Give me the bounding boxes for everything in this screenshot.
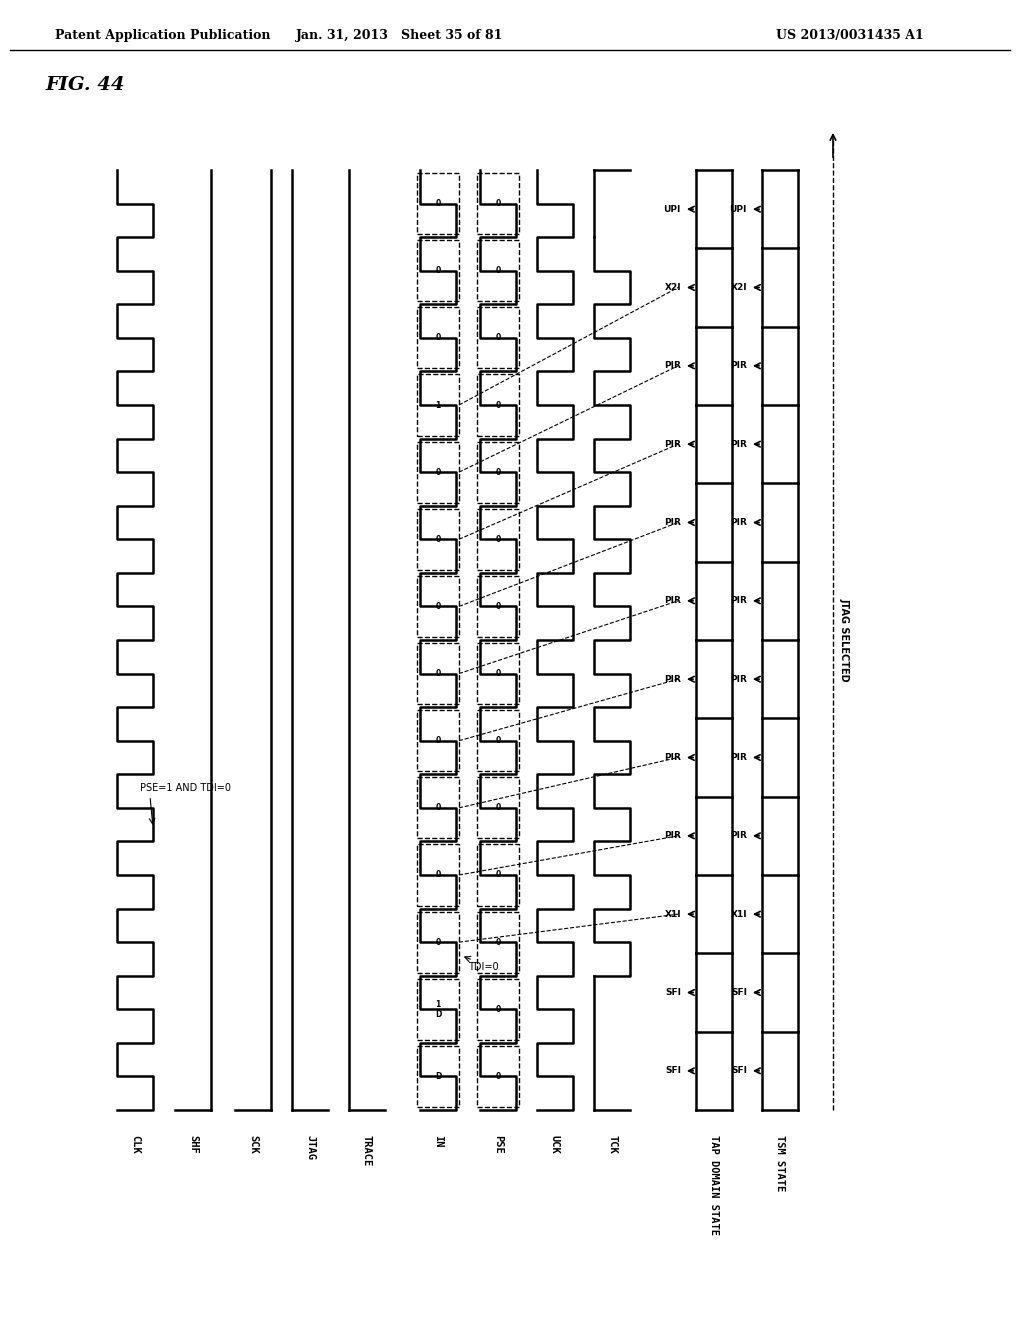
Text: PIR: PIR (730, 362, 746, 371)
Bar (417, 710, 459, 771)
Bar (477, 308, 519, 368)
Text: PIR: PIR (665, 362, 681, 371)
Text: 0: 0 (435, 199, 440, 209)
Bar (417, 1045, 459, 1107)
Bar (417, 912, 459, 973)
Text: IN: IN (433, 1135, 443, 1147)
Text: SHF: SHF (188, 1135, 198, 1154)
Text: 0: 0 (435, 334, 440, 342)
Text: 0: 0 (496, 334, 501, 342)
Text: 0: 0 (496, 602, 501, 611)
Text: TDI=0: TDI=0 (468, 962, 499, 972)
Bar (417, 643, 459, 704)
Text: X1I: X1I (730, 909, 746, 919)
Text: 0: 0 (435, 602, 440, 611)
Text: 0: 0 (435, 937, 440, 946)
Text: 0: 0 (496, 1005, 501, 1014)
Text: X2I: X2I (665, 282, 681, 292)
Text: PIR: PIR (665, 597, 681, 606)
Bar (477, 240, 519, 301)
Bar (477, 1045, 519, 1107)
Bar (477, 375, 519, 436)
Text: PIR: PIR (665, 517, 681, 527)
Bar (477, 978, 519, 1040)
Text: 0: 0 (496, 467, 501, 477)
Text: TCK: TCK (607, 1135, 617, 1154)
Bar (477, 845, 519, 906)
Text: UPI: UPI (664, 205, 681, 214)
Bar (477, 508, 519, 570)
Text: 0: 0 (496, 400, 501, 409)
Bar (417, 508, 459, 570)
Bar (477, 710, 519, 771)
Text: 0: 0 (496, 669, 501, 678)
Bar (477, 912, 519, 973)
Bar (477, 643, 519, 704)
Bar (417, 375, 459, 436)
Text: 0: 0 (496, 737, 501, 746)
Text: 0: 0 (496, 804, 501, 812)
Text: 0: 0 (496, 937, 501, 946)
Text: PIR: PIR (730, 597, 746, 606)
Text: FIG. 44: FIG. 44 (45, 77, 125, 94)
Text: 0: 0 (496, 199, 501, 209)
Bar (417, 576, 459, 638)
Text: 0: 0 (435, 870, 440, 879)
Bar (417, 978, 459, 1040)
Text: UPI: UPI (730, 205, 746, 214)
Text: SFI: SFI (665, 1067, 681, 1076)
Text: PIR: PIR (730, 832, 746, 841)
Text: TSM STATE: TSM STATE (775, 1135, 785, 1191)
Text: PIR: PIR (730, 675, 746, 684)
Text: 0: 0 (435, 804, 440, 812)
Text: PIR: PIR (665, 675, 681, 684)
Text: PIR: PIR (730, 517, 746, 527)
Text: CLK: CLK (130, 1135, 140, 1154)
Text: PSE: PSE (493, 1135, 503, 1154)
Text: US 2013/0031435 A1: US 2013/0031435 A1 (776, 29, 924, 41)
Text: Patent Application Publication: Patent Application Publication (55, 29, 270, 41)
Bar (477, 442, 519, 503)
Text: JTAG SELECTED: JTAG SELECTED (840, 598, 850, 682)
Bar (417, 173, 459, 234)
Bar (417, 845, 459, 906)
Text: 1
D: 1 D (435, 999, 441, 1019)
Bar (477, 777, 519, 838)
Text: PIR: PIR (665, 440, 681, 449)
Bar (417, 777, 459, 838)
Text: UCK: UCK (550, 1135, 560, 1154)
Text: 0: 0 (435, 535, 440, 544)
Text: SFI: SFI (731, 1067, 746, 1076)
Text: 0: 0 (435, 267, 440, 275)
Text: SFI: SFI (731, 987, 746, 997)
Text: Jan. 31, 2013   Sheet 35 of 81: Jan. 31, 2013 Sheet 35 of 81 (296, 29, 504, 41)
Bar (477, 576, 519, 638)
Bar (417, 240, 459, 301)
Text: 0: 0 (496, 267, 501, 275)
Text: 0: 0 (435, 737, 440, 746)
Text: 0: 0 (435, 467, 440, 477)
Text: PSE=1 AND TDI=0: PSE=1 AND TDI=0 (140, 783, 231, 793)
Text: X2I: X2I (730, 282, 746, 292)
Text: 0: 0 (496, 1072, 501, 1081)
Bar (417, 308, 459, 368)
Text: JTAG: JTAG (305, 1135, 315, 1160)
Text: TAP DOMAIN STATE: TAP DOMAIN STATE (709, 1135, 719, 1236)
Text: D: D (435, 1072, 441, 1081)
Text: SCK: SCK (248, 1135, 258, 1154)
Text: X1I: X1I (665, 909, 681, 919)
Text: TRACE: TRACE (362, 1135, 372, 1167)
Text: 0: 0 (435, 669, 440, 678)
Text: 0: 0 (496, 535, 501, 544)
Text: 1: 1 (435, 400, 440, 409)
Text: PIR: PIR (730, 440, 746, 449)
Bar (417, 442, 459, 503)
Text: SFI: SFI (665, 987, 681, 997)
Text: PIR: PIR (730, 752, 746, 762)
Text: 0: 0 (496, 870, 501, 879)
Bar (477, 173, 519, 234)
Text: PIR: PIR (665, 752, 681, 762)
Text: PIR: PIR (665, 832, 681, 841)
